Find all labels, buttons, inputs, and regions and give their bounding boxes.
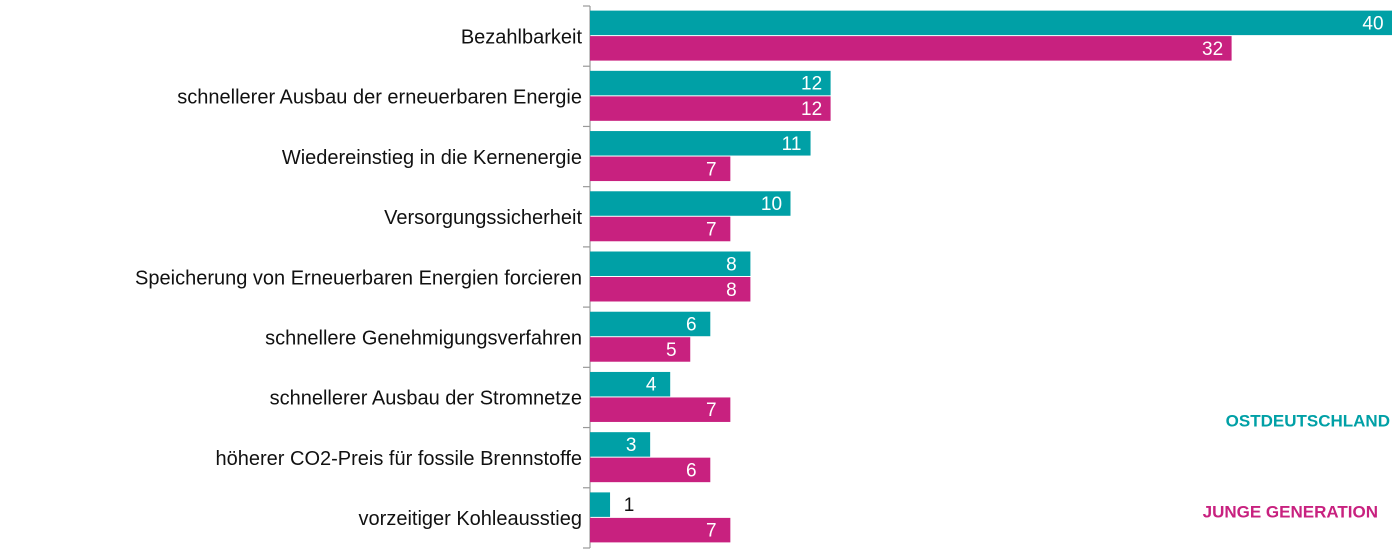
legend-label: JUNGE GENERATION — [1203, 502, 1378, 521]
bar — [590, 36, 1232, 61]
value-label: 32 — [1202, 39, 1223, 60]
y-tick-label: Versorgungssicherheit — [384, 207, 582, 229]
value-label: 8 — [726, 254, 737, 275]
bar — [590, 251, 751, 276]
bar — [590, 10, 1392, 36]
bar — [590, 96, 831, 121]
y-tick-label: schnellere Genehmigungsverfahren — [265, 328, 582, 350]
y-tick-label: Wiedereinstieg in die Kernenergie — [282, 147, 582, 169]
value-label: 6 — [686, 460, 697, 481]
bar — [590, 311, 711, 337]
y-tick-label: vorzeitiger Kohleausstieg — [359, 508, 582, 530]
bar — [590, 371, 671, 397]
bar — [590, 70, 831, 96]
y-tick-label: schnellerer Ausbau der Stromnetze — [270, 388, 582, 410]
value-label: 40 — [1362, 13, 1383, 34]
value-label: 11 — [782, 134, 802, 155]
value-label: 6 — [686, 314, 697, 335]
bar — [590, 191, 791, 216]
value-label: 7 — [706, 400, 717, 421]
bar — [590, 216, 731, 242]
bar — [590, 337, 691, 362]
value-label: 7 — [706, 220, 717, 241]
y-tick-label: schnellerer Ausbau der erneuerbaren Ener… — [177, 87, 582, 109]
value-label: 5 — [666, 340, 677, 361]
bar — [590, 517, 731, 543]
legend-label: OSTDEUTSCHLAND — [1226, 411, 1390, 430]
value-label: 7 — [706, 159, 717, 180]
bar — [590, 492, 611, 517]
bar — [590, 156, 731, 182]
bar — [590, 457, 711, 483]
y-tick-label: Bezahlbarkeit — [461, 26, 583, 48]
bar — [590, 397, 731, 422]
value-label: 1 — [624, 495, 635, 516]
y-tick-label: höherer CO2-Preis für fossile Brennstoff… — [216, 448, 582, 470]
y-tick-label: Speicherung von Erneuerbaren Energien fo… — [135, 267, 582, 289]
value-label: 7 — [706, 521, 717, 542]
bar — [590, 277, 751, 302]
value-label: 12 — [801, 99, 822, 120]
value-label: 8 — [726, 280, 737, 301]
value-label: 3 — [626, 435, 637, 456]
bar — [590, 432, 651, 457]
value-label: 10 — [761, 194, 782, 215]
value-label: 4 — [646, 375, 657, 396]
bar — [590, 131, 811, 156]
value-label: 12 — [801, 74, 822, 95]
